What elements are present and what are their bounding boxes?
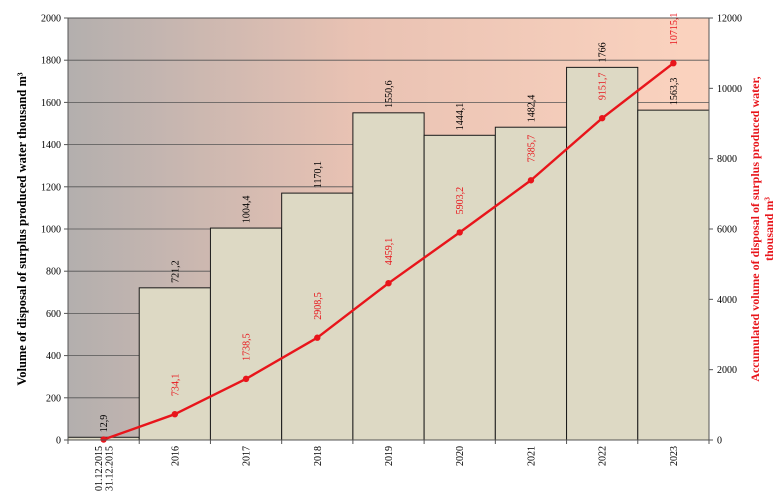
bar [423, 134, 496, 441]
line-point [527, 177, 535, 184]
x-tick-label-line: 2019 [384, 446, 395, 466]
y-tick-label: 400 [46, 351, 61, 362]
y2-label-line: Accumulated volume of disposal of surplu… [748, 76, 762, 381]
line-value-label: 7385,7 [526, 135, 537, 163]
line-labels: 734,1 1738,5 2908,5 4459,1 5903,2 7385,7 9151,… [170, 13, 680, 396]
line-point [171, 410, 179, 418]
x-tick-label: 2017 [242, 446, 253, 466]
x-tick-label: 2023 [669, 446, 680, 466]
line-value-label: 734,1 [170, 374, 181, 397]
bar-value-label: 12,9 [99, 415, 110, 433]
x-tick-label: 2020 [455, 446, 466, 466]
bar-value-label: 1550,6 [384, 80, 395, 108]
y-tick-label: 1400 [41, 140, 61, 151]
y-axis-label: Volume of disposal of surplus produced w… [15, 72, 29, 386]
y2-tick-label: 2000 [717, 365, 737, 376]
bar-value-label: 1482,4 [526, 95, 537, 123]
bar-value-label: 1170,1 [313, 161, 324, 188]
line-value-label: 10715,1 [669, 13, 680, 46]
x-tick-label-line: 2017 [242, 446, 253, 466]
line-value-label: 2908,5 [313, 292, 324, 320]
y-tick-label: 2000 [41, 14, 61, 25]
x-tick-label: 2019 [384, 446, 395, 466]
x-axis-ticks: 01.12.201531.12.2015 2016 2017 2018 2019 2020… [67, 440, 710, 491]
y-tick-label: 1200 [41, 182, 61, 193]
line-value-label: 4459,1 [384, 238, 395, 266]
bar-value-label: 721,2 [170, 260, 181, 283]
y-tick-label: 0 [56, 436, 61, 447]
line-value-label: 5903,2 [455, 187, 466, 215]
x-tick-label: 2016 [170, 446, 181, 466]
y2-tick-label: 0 [717, 436, 722, 447]
x-tick-label-line: 2022 [598, 446, 609, 466]
y-tick-label: 600 [46, 309, 61, 320]
y2-label-line: thousand m³ [762, 197, 776, 261]
line-point [670, 59, 677, 67]
line-series [100, 59, 677, 443]
x-tick-label: 2018 [313, 446, 324, 466]
bar-value-label: 1004,4 [242, 196, 253, 224]
bar [494, 126, 568, 441]
x-tick-label: 01.12.201531.12.2015 [94, 446, 116, 491]
y2-axis-ticks: 0 2000 4000 6000 8000 10000 12000 [709, 14, 742, 447]
y2-tick-label: 12000 [717, 14, 742, 25]
bar-value-label: 1563,3 [669, 78, 680, 106]
x-tick-label-line: 31.12.2015 [105, 446, 116, 491]
y-tick-label: 1600 [41, 98, 61, 109]
y2-tick-label: 8000 [717, 154, 737, 165]
line-value-label: 9151,7 [598, 73, 609, 101]
bar [637, 109, 710, 441]
bar-labels: 12,9 721,2 1004,4 1170,1 1550,6 1444,1 1482,4 1… [99, 42, 680, 432]
y-tick-label: 800 [46, 267, 61, 278]
y-tick-label: 200 [46, 393, 61, 404]
bar-value-label: 1766 [598, 42, 609, 62]
x-tick-label-line: 01.12.2015 [94, 446, 105, 491]
line-point [314, 334, 321, 341]
bar [209, 227, 283, 441]
bar [352, 112, 425, 441]
y2-tick-label: 10000 [717, 84, 742, 95]
x-tick-label: 2022 [598, 446, 609, 466]
x-tick-label-line: 2018 [313, 446, 324, 466]
x-tick-label-line: 2016 [170, 446, 181, 466]
bar [566, 66, 639, 441]
y2-axis-label: Accumulated volume of disposal of surplu… [748, 76, 776, 381]
x-tick-label-line: 2020 [455, 446, 466, 466]
x-tick-label-line: 2021 [526, 446, 537, 466]
line-point [598, 114, 606, 122]
y2-tick-label: 6000 [717, 225, 737, 236]
y-tick-label: 1000 [41, 225, 61, 236]
bar [281, 192, 354, 441]
y2-tick-label: 4000 [717, 295, 737, 306]
bar-value-label: 1444,1 [455, 103, 466, 131]
line-point [385, 279, 392, 287]
bar-series [67, 66, 710, 441]
y-tick-label: 1800 [41, 56, 61, 67]
y-axis-ticks: 0 200 400 600 800 1000 1200 1400 1600 1800 2000 [41, 14, 68, 447]
line-point [456, 229, 463, 236]
line-point [242, 375, 250, 383]
line-value-label: 1738,5 [242, 333, 253, 361]
x-tick-label-line: 2023 [669, 446, 680, 466]
x-tick-label: 2021 [526, 446, 537, 466]
